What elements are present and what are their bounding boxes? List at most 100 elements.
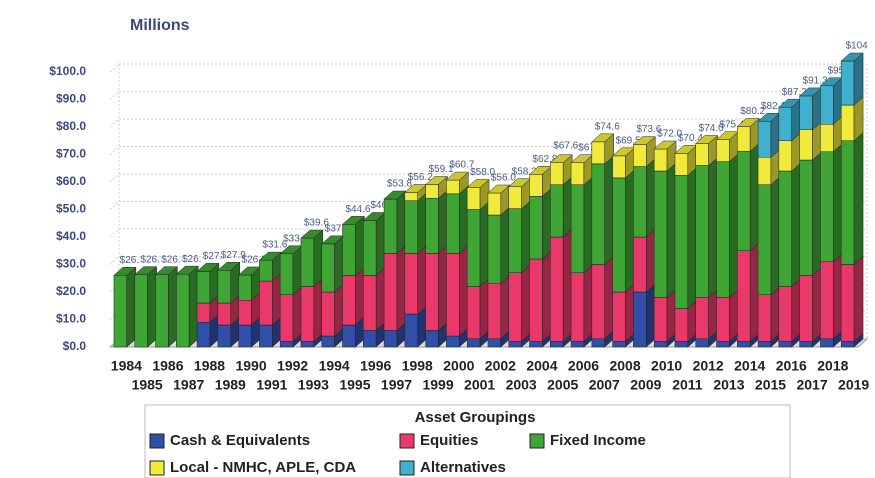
y-tick-label: $50.0 <box>56 202 86 216</box>
total-label: $33.9 <box>283 233 308 244</box>
bar-front <box>674 341 689 348</box>
bar-front <box>487 338 502 348</box>
bar-front <box>737 150 751 251</box>
x-tick-label: 1986 <box>152 358 183 374</box>
bar-front <box>508 186 522 209</box>
x-tick-label: 2004 <box>526 358 557 374</box>
x-tick-label: 1985 <box>132 377 163 393</box>
bar-front <box>217 302 231 326</box>
y-tick-label: $90.0 <box>56 92 86 106</box>
bar-front <box>591 141 605 165</box>
bar-front <box>134 274 148 348</box>
bar-front <box>155 274 169 348</box>
bar-front <box>446 193 460 254</box>
bar-front <box>633 291 647 348</box>
legend-swatch <box>399 433 415 449</box>
bar-front <box>508 208 522 273</box>
total-label: $56.2 <box>408 172 433 183</box>
bar-front <box>633 236 647 293</box>
x-tick-label: 1987 <box>173 377 204 393</box>
bar-front <box>840 104 855 141</box>
bar-front <box>383 198 398 254</box>
total-label: $53.8 <box>387 179 412 190</box>
bar-front <box>529 341 543 348</box>
bar-top <box>196 263 220 272</box>
x-tick-label: 2005 <box>547 377 578 393</box>
total-label: $80.2 <box>740 106 765 117</box>
bar-front <box>799 129 813 161</box>
total-label: $87.2 <box>782 87 807 98</box>
bar-front <box>196 271 211 304</box>
bar-front <box>363 330 377 348</box>
x-tick-label: 2007 <box>589 377 620 393</box>
legend-label: Alternatives <box>420 459 506 476</box>
total-label: $74.6 <box>595 121 620 132</box>
bar-front <box>425 197 439 254</box>
bar-front <box>529 258 543 342</box>
bar-front <box>466 187 481 210</box>
bar-front <box>570 184 585 273</box>
x-tick-label: 1996 <box>360 358 391 374</box>
bar-front <box>820 261 834 339</box>
bar-front <box>757 341 772 348</box>
x-tick-label: 1990 <box>235 358 266 374</box>
bar-front <box>508 272 522 342</box>
x-tick-label: 2016 <box>776 358 807 374</box>
bar-front <box>113 274 128 348</box>
bar-front <box>840 60 855 106</box>
grid-line <box>109 173 867 183</box>
bar-front <box>799 275 813 342</box>
bar-front <box>695 143 709 166</box>
bar-top <box>487 184 511 194</box>
bar-front <box>840 264 855 342</box>
x-tick-label: 2003 <box>506 377 537 393</box>
x-tick-label: 1995 <box>339 377 370 393</box>
grid-line <box>109 201 867 210</box>
total-label: $91.3 <box>803 76 828 87</box>
y-tick-label: $30.0 <box>56 257 86 271</box>
bar-front <box>570 162 585 185</box>
bar-front <box>446 179 460 195</box>
bar-front <box>716 139 730 162</box>
bar-front <box>550 162 564 185</box>
x-tick-label: 2018 <box>817 358 848 374</box>
bar-front <box>737 341 751 348</box>
bar-front <box>279 294 294 342</box>
bar-front <box>550 184 564 238</box>
bar-front <box>404 253 418 315</box>
x-tick-label: 2006 <box>568 358 599 374</box>
total-label: $26. <box>120 255 139 266</box>
bar-front <box>591 163 605 265</box>
y-tick-label: $100.0 <box>49 64 86 78</box>
bar-front <box>508 341 522 348</box>
bar-front <box>737 250 751 342</box>
x-tick-label: 2014 <box>734 358 765 374</box>
grid-line <box>109 118 867 128</box>
bar-front <box>778 106 792 141</box>
bar-front <box>550 341 564 348</box>
x-tick-label: 2017 <box>796 377 827 393</box>
x-tick-label: 1992 <box>277 358 308 374</box>
y-tick-label: $60.0 <box>56 174 86 188</box>
bar-top <box>549 154 573 163</box>
bar-front <box>820 85 834 125</box>
bar-top <box>258 251 282 261</box>
bar-front <box>217 270 231 304</box>
x-tick-label: 2008 <box>609 358 640 374</box>
bar-front <box>259 324 273 348</box>
y-tick-label: $10.0 <box>56 312 86 326</box>
bar-side <box>853 132 864 266</box>
bar-front <box>321 335 335 348</box>
bar-front <box>466 209 481 287</box>
bar-front <box>487 214 502 284</box>
x-tick-label: 1988 <box>194 358 225 374</box>
bar-front <box>674 175 689 309</box>
x-tick-label: 1998 <box>402 358 433 374</box>
x-tick-label: 2011 <box>672 377 703 393</box>
bar-front <box>487 192 502 216</box>
x-tick-label: 2015 <box>755 377 786 393</box>
bar-front <box>300 341 315 348</box>
bar-front <box>570 272 585 342</box>
grid-line <box>109 256 867 265</box>
bar-front <box>799 159 813 276</box>
